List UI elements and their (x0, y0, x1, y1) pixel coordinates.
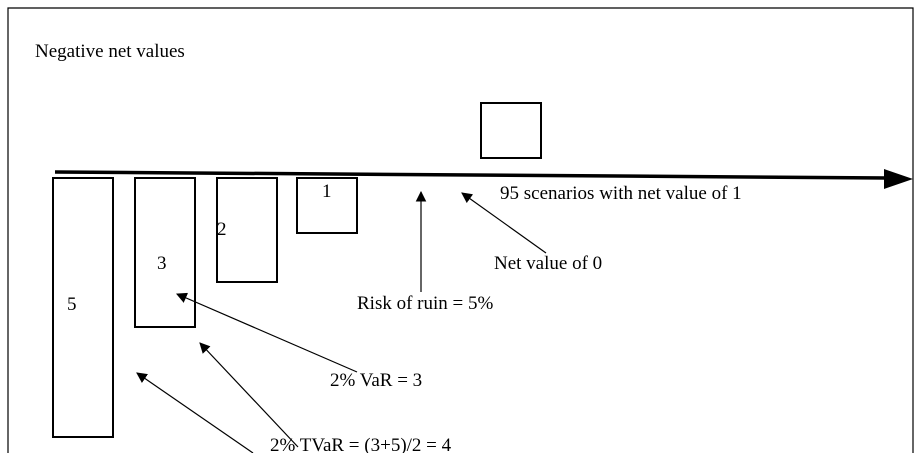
arrow (461, 192, 547, 254)
arrow (176, 292, 358, 373)
annotation: Net value of 0 (494, 253, 602, 274)
box (134, 177, 196, 328)
axis-arrowhead (884, 169, 913, 189)
annotation: 2% VaR = 3 (330, 370, 422, 391)
box-label: 2 (217, 219, 227, 240)
title: Negative net values (35, 41, 185, 62)
box (52, 177, 114, 438)
arrow (136, 372, 254, 453)
arrow (199, 342, 299, 448)
annotation: 2% TVaR = (3+5)/2 = 4 (270, 435, 452, 453)
box-label: 1 (322, 181, 332, 202)
annotation: 95 scenarios with net value of 1 (500, 183, 742, 204)
box (216, 177, 278, 283)
box-label: 5 (67, 294, 77, 315)
box-label: 3 (157, 253, 167, 274)
box (480, 102, 542, 159)
annotation: Risk of ruin = 5% (357, 293, 493, 314)
axis (54, 170, 889, 180)
frame (7, 7, 914, 453)
box (296, 177, 358, 234)
